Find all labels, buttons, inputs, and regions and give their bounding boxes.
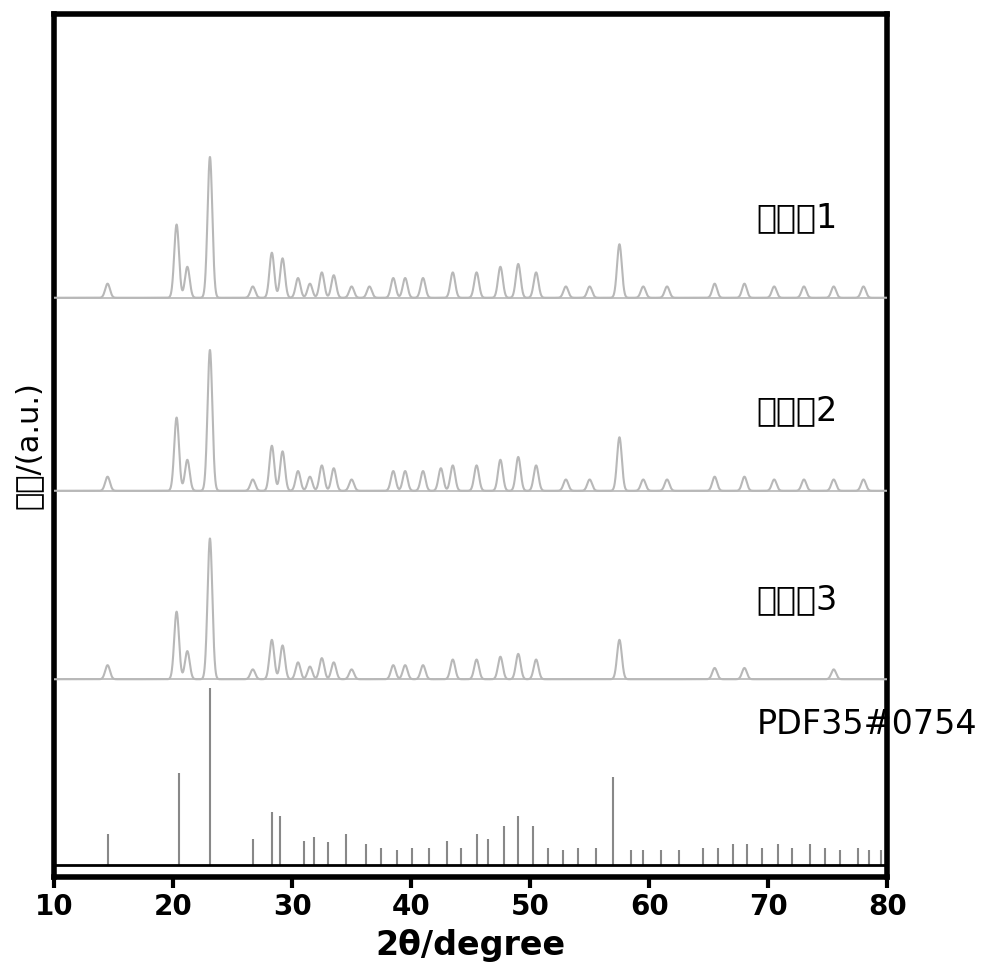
- Text: 实施例3: 实施例3: [756, 583, 838, 616]
- Y-axis label: 强度/(a.u.): 强度/(a.u.): [14, 382, 43, 509]
- Text: 实施例2: 实施例2: [756, 394, 838, 427]
- Text: PDF35#0754: PDF35#0754: [756, 708, 977, 741]
- Text: 实施例1: 实施例1: [756, 201, 838, 234]
- X-axis label: 2θ/degree: 2θ/degree: [376, 929, 566, 962]
